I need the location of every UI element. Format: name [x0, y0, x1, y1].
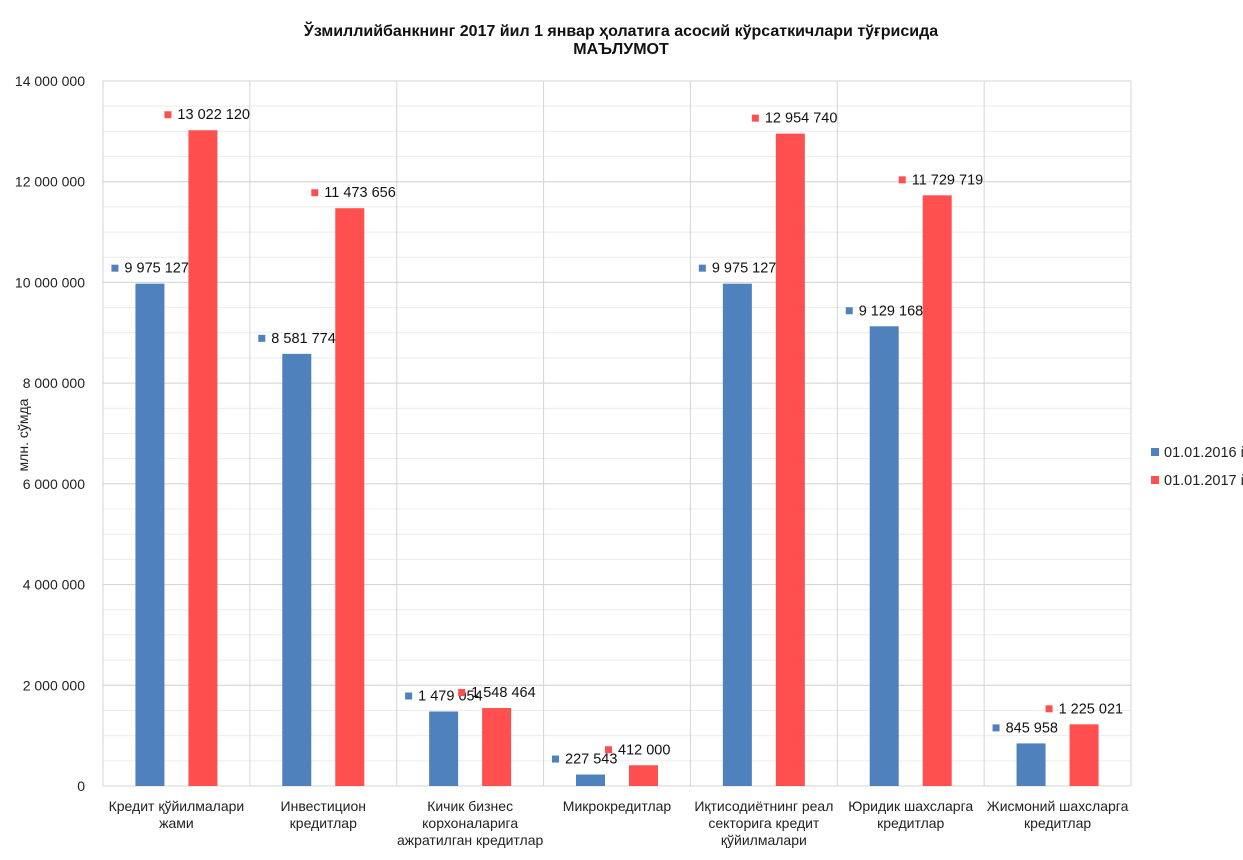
bar-2017 — [335, 208, 365, 786]
bar-2016 — [282, 353, 312, 786]
x-category-label: Юридик шахсларга кредитлар — [848, 798, 973, 831]
gridlines — [102, 80, 1132, 787]
bar-2017 — [922, 195, 952, 787]
data-label: 8 581 774 — [271, 331, 336, 347]
data-label: 11 729 719 — [912, 172, 984, 188]
x-category-label: Инвестицион кредитлар — [281, 798, 366, 831]
bar-2017 — [1069, 724, 1099, 786]
y-tick-label: 10 000 000 — [15, 274, 85, 290]
bar-2016 — [576, 774, 605, 786]
data-label-key — [845, 307, 853, 315]
data-label: 1 225 021 — [1059, 701, 1124, 717]
data-label-key — [311, 189, 319, 197]
y-tick-label: 2 000 000 — [23, 677, 85, 693]
data-labels: 9 975 127 8 581 774 1 479 054 227 543 9 975 … — [111, 107, 1124, 768]
chart-subtitle: МАЪЛУМОТ — [573, 41, 669, 58]
data-label-key — [458, 689, 466, 697]
data-label-key — [698, 264, 706, 272]
bar-2017 — [775, 133, 805, 787]
x-category-label: Микрокредитлар — [563, 798, 672, 814]
legend-label: 01.01.2017 й. — [1164, 473, 1243, 489]
data-label-key — [605, 746, 612, 754]
data-label-key — [258, 334, 266, 342]
bar-2016 — [722, 283, 752, 786]
data-label-key — [1045, 705, 1053, 713]
bar-2016 — [429, 711, 459, 786]
data-label-key — [992, 724, 1000, 732]
y-axis-ticks: 0 2 000 000 4 000 000 6 000 000 8 000 000 10 … — [15, 73, 85, 794]
bars — [135, 130, 1099, 787]
plot-frame — [102, 80, 1132, 787]
y-tick-label: 12 000 000 — [15, 174, 85, 190]
data-label: 412 000 — [618, 742, 670, 758]
x-axis-categories: Кредит қўйилмалари жами Инвестицион кредитл… — [109, 798, 1129, 848]
data-label-key — [751, 114, 759, 122]
y-tick-label: 0 — [77, 778, 85, 794]
bar-2017 — [482, 708, 512, 786]
bar-2016 — [1016, 743, 1046, 786]
data-label: 845 958 — [1006, 720, 1058, 736]
data-label: 9 975 127 — [712, 261, 777, 277]
y-axis-label: млн. сўмда — [15, 398, 31, 471]
legend-label: 01.01.2016 й. — [1164, 445, 1243, 461]
data-label: 9 129 168 — [859, 303, 924, 319]
data-label: 1 479 054 — [418, 689, 483, 705]
data-label: 1 548 464 — [471, 685, 536, 701]
y-tick-label: 4 000 000 — [23, 577, 85, 593]
bar-2016 — [135, 283, 165, 786]
data-label: 11 473 656 — [324, 185, 396, 201]
data-label-key — [405, 692, 413, 700]
data-label: 13 022 120 — [177, 107, 250, 123]
y-tick-label: 14 000 000 — [15, 73, 85, 89]
bar-2017 — [188, 130, 218, 787]
data-label-key — [164, 111, 172, 119]
legend: 01.01.2016 й. 01.01.2017 й. — [1151, 445, 1243, 489]
y-tick-label: 6 000 000 — [23, 476, 85, 492]
x-category-label: Жисмоний шахсларга кредитлар — [987, 798, 1129, 831]
data-label-key — [898, 176, 906, 184]
legend-swatch — [1151, 448, 1159, 456]
data-label: 227 543 — [565, 752, 617, 768]
legend-swatch — [1151, 476, 1159, 484]
y-tick-label: 8 000 000 — [23, 375, 85, 391]
x-category-label: Кичик бизнес корхоналарига ажратилган кред… — [397, 798, 543, 848]
x-category-label: Иқтисодиётнинг реал секторига кредит қўйил… — [694, 798, 833, 848]
data-label-key — [552, 755, 559, 763]
chart-title: Ўзмиллийбанкнинг 2017 йил 1 январ ҳолати… — [303, 20, 938, 40]
bar-2016 — [869, 326, 899, 786]
x-category-label: Кредит қўйилмалари жами — [109, 798, 245, 831]
bar-2017 — [629, 765, 658, 786]
data-label: 12 954 740 — [765, 111, 838, 127]
data-label-key — [111, 264, 119, 272]
data-label: 9 975 127 — [124, 261, 189, 277]
